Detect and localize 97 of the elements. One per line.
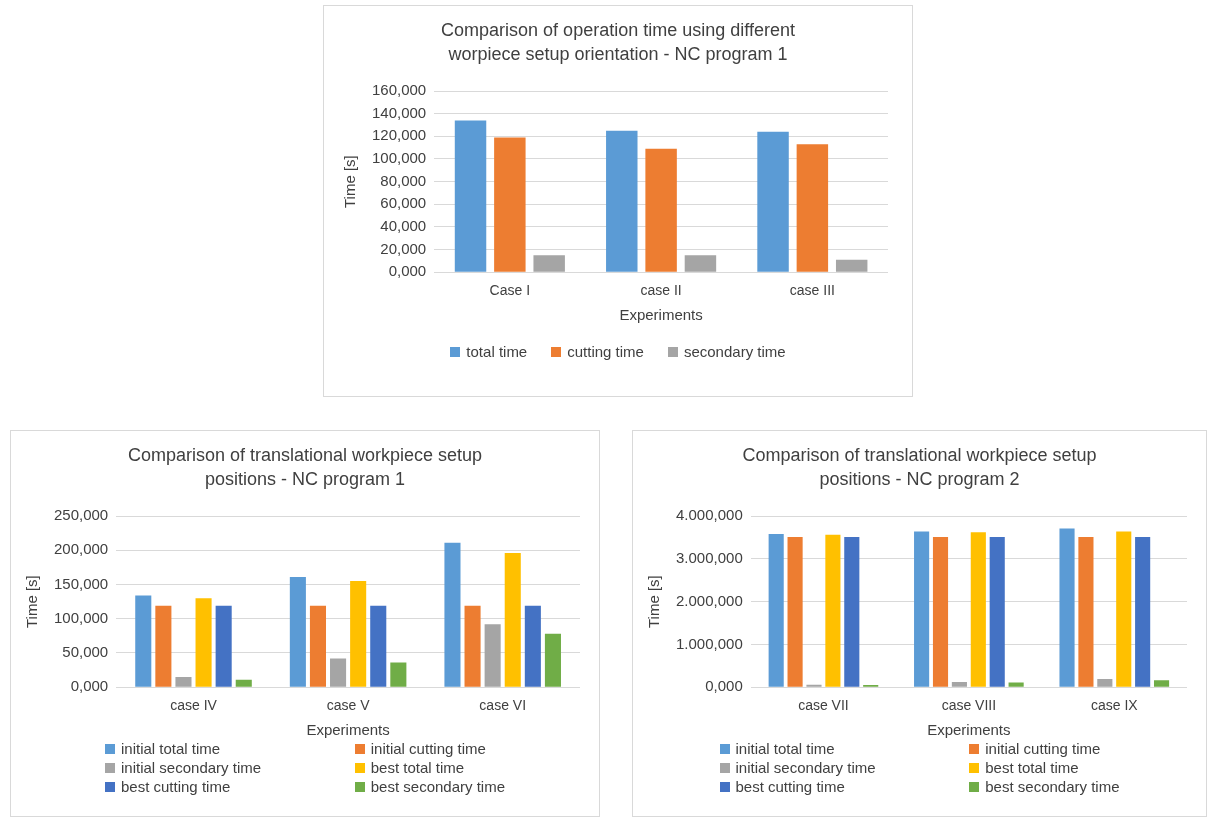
x-tick-label: case II — [640, 282, 682, 299]
legend-label: initial total time — [121, 740, 221, 757]
bar — [606, 130, 638, 272]
y-tick-label: 0,000 — [70, 677, 109, 695]
legend-label: initial secondary time — [735, 759, 876, 776]
x-tick-label: case III — [789, 282, 835, 299]
x-tick-label: case V — [326, 697, 371, 714]
bar — [390, 662, 407, 687]
chart-title: Comparison of translational workpiece setup positions - NC program 2 — [741, 444, 1098, 491]
legend-label: secondary time — [683, 343, 786, 360]
legend-label: total time — [466, 343, 528, 360]
bar — [309, 605, 326, 687]
y-tick-label: 0,000 — [388, 262, 427, 280]
bar — [970, 532, 986, 687]
bar — [806, 684, 822, 687]
y-tick-label: 0,000 — [705, 677, 743, 695]
y-tick-label: 150,000 — [53, 574, 109, 592]
bar — [533, 255, 565, 272]
x-tick-label: case VII — [798, 697, 849, 714]
bar — [645, 148, 677, 272]
bar — [796, 144, 829, 272]
legend-label: initial cutting time — [985, 740, 1101, 757]
y-tick-label: 4.000,000 — [676, 506, 743, 524]
bar — [835, 259, 868, 272]
bar — [524, 605, 541, 687]
chart-title: Comparison of translational workpiece setup positions - NC program 1 — [126, 444, 484, 491]
bar — [1008, 682, 1024, 687]
x-tick-label: Case I — [489, 282, 531, 299]
bar — [195, 598, 212, 687]
bar — [1116, 531, 1132, 687]
bar — [484, 624, 501, 687]
bar — [544, 633, 561, 687]
x-axis-title: Experiments — [927, 721, 1011, 739]
bar — [235, 679, 252, 687]
legend-label: best cutting time — [735, 778, 845, 795]
y-tick-label: 100,000 — [371, 149, 427, 167]
y-tick-label: 20,000 — [380, 239, 427, 257]
y-axis-title: Time [s] — [341, 155, 359, 208]
y-tick-label: 80,000 — [380, 171, 427, 189]
y-tick-label: 120,000 — [371, 126, 427, 144]
bar — [914, 531, 930, 687]
x-axis-title: Experiments — [619, 306, 703, 324]
bar — [768, 533, 784, 687]
bar — [370, 605, 387, 687]
bar — [1097, 679, 1113, 687]
y-tick-label: 140,000 — [371, 103, 427, 121]
legend-label: best total time — [985, 759, 1079, 776]
legend-label: best cutting time — [121, 778, 231, 795]
legend-label: best secondary time — [985, 778, 1120, 795]
bar — [951, 682, 967, 687]
bar — [155, 605, 172, 687]
y-tick-label: 50,000 — [62, 643, 109, 661]
bar — [844, 536, 860, 687]
x-tick-label: case VI — [479, 697, 527, 714]
chart-title: Comparison of operation time using different worpiece setup orientation - NC program 1 — [440, 19, 796, 66]
bar — [350, 581, 367, 687]
bar — [787, 536, 803, 687]
y-axis-title: Time [s] — [23, 575, 41, 628]
x-tick-label: case IV — [170, 697, 218, 714]
y-tick-label: 200,000 — [53, 540, 109, 558]
bar — [215, 605, 232, 687]
y-tick-label: 2.000,000 — [676, 591, 743, 609]
legend-label: initial total time — [735, 740, 835, 757]
bar — [932, 536, 949, 687]
legend-label: best total time — [370, 759, 465, 776]
legend-label: best secondary time — [370, 778, 505, 795]
bar — [464, 605, 481, 687]
y-tick-label: 1.000,000 — [676, 634, 743, 652]
bar — [289, 576, 306, 687]
bar — [989, 536, 1005, 687]
y-tick-label: 3.000,000 — [676, 548, 743, 566]
legend-label: cutting time — [567, 343, 644, 360]
x-tick-label: case IX — [1090, 697, 1139, 714]
bar — [454, 120, 487, 272]
bar — [175, 676, 192, 687]
y-tick-label: 250,000 — [53, 506, 109, 524]
bar — [504, 552, 521, 687]
bar — [757, 131, 789, 272]
legend-label: initial cutting time — [370, 740, 486, 757]
bar — [1078, 536, 1094, 687]
bar — [135, 595, 152, 687]
bar — [494, 137, 526, 272]
y-tick-label: 40,000 — [380, 217, 427, 235]
y-tick-label: 100,000 — [53, 608, 109, 626]
bar — [1059, 528, 1075, 687]
bar — [684, 255, 717, 272]
y-tick-label: 60,000 — [380, 194, 427, 212]
x-axis-title: Experiments — [306, 721, 390, 739]
bar — [330, 658, 347, 687]
bar — [1135, 536, 1151, 687]
legend-label: initial secondary time — [121, 759, 262, 776]
bar — [1153, 680, 1170, 687]
x-tick-label: case VIII — [941, 697, 997, 714]
bar — [444, 542, 461, 687]
y-tick-label: 160,000 — [371, 81, 427, 99]
y-axis-title: Time [s] — [645, 575, 663, 628]
bar — [825, 534, 841, 687]
